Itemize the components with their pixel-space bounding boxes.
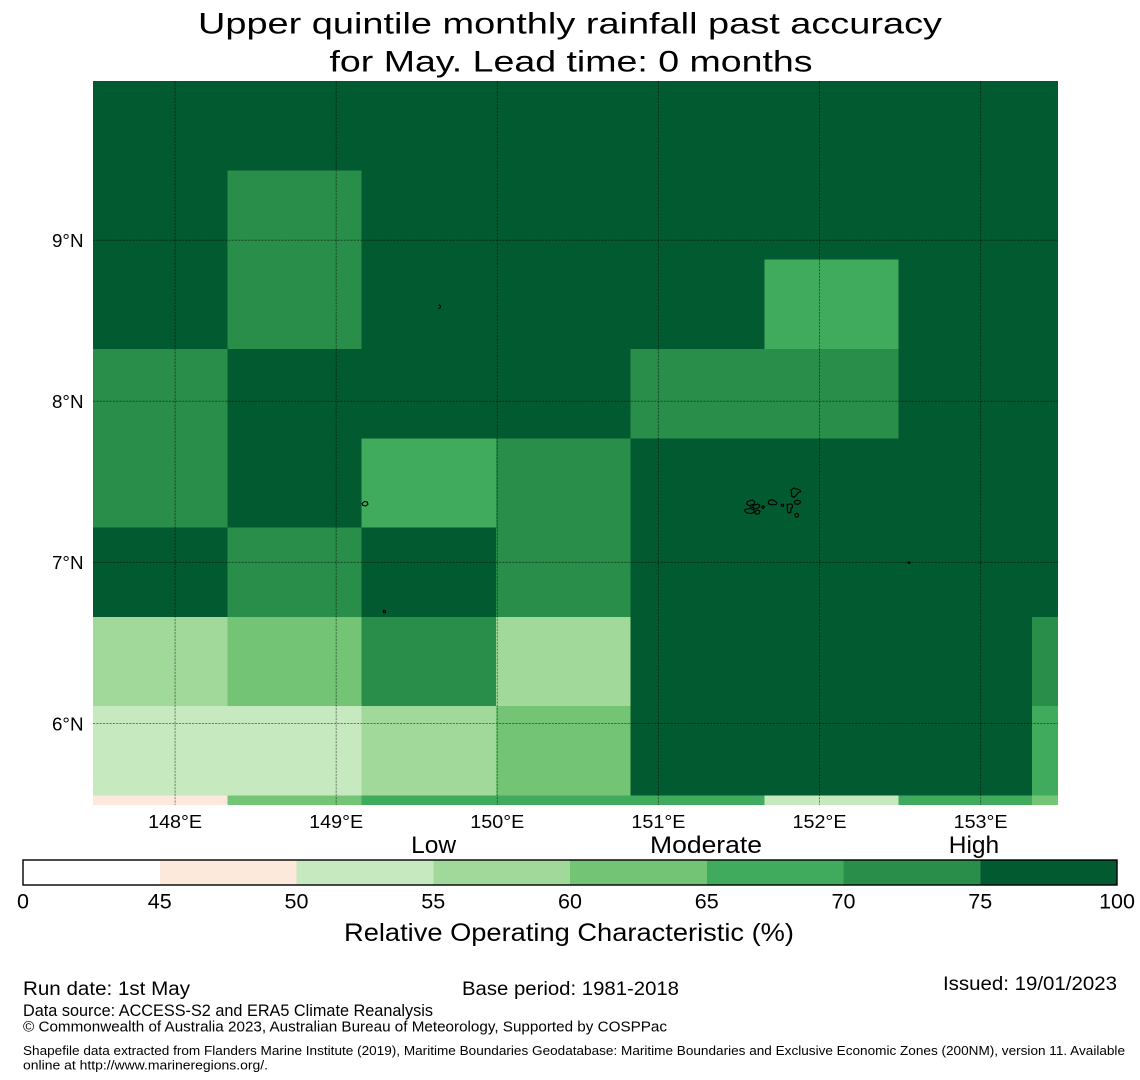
svg-text:6°N: 6°N	[52, 714, 84, 734]
svg-text:online at http://www.marinereg: online at http://www.marineregions.org/.	[23, 1058, 268, 1073]
svg-text:60: 60	[558, 890, 582, 914]
svg-text:65: 65	[695, 890, 719, 914]
svg-text:50: 50	[285, 890, 309, 914]
svg-text:Relative Operating Characteris: Relative Operating Characteristic (%)	[344, 919, 794, 947]
svg-text:© Commonwealth of Australia 20: © Commonwealth of Australia 2023, Austra…	[23, 1020, 667, 1036]
svg-text:Data source: ACCESS-S2 and ERA: Data source: ACCESS-S2 and ERA5 Climate …	[23, 1001, 433, 1020]
svg-text:for May. Lead time: 0 months: for May. Lead time: 0 months	[330, 46, 813, 79]
svg-text:70: 70	[832, 890, 856, 914]
svg-text:High: High	[949, 832, 999, 859]
svg-text:148°E: 148°E	[148, 812, 202, 832]
svg-text:Upper quintile monthly rainfal: Upper quintile monthly rainfall past acc…	[198, 8, 942, 41]
svg-text:Run date: 1st May: Run date: 1st May	[23, 978, 190, 1000]
svg-text:55: 55	[421, 890, 445, 914]
svg-text:Moderate: Moderate	[650, 832, 762, 859]
svg-text:151°E: 151°E	[631, 812, 685, 832]
svg-text:Shapefile data extracted from: Shapefile data extracted from Flanders M…	[23, 1043, 1125, 1058]
svg-text:153°E: 153°E	[954, 812, 1008, 832]
svg-text:Base period: 1981-2018: Base period: 1981-2018	[462, 978, 679, 1000]
svg-text:45: 45	[148, 890, 172, 914]
svg-text:75: 75	[968, 890, 992, 914]
svg-text:152°E: 152°E	[793, 812, 847, 832]
svg-text:9°N: 9°N	[52, 231, 84, 251]
svg-text:150°E: 150°E	[470, 812, 524, 832]
svg-text:100: 100	[1099, 890, 1135, 914]
svg-text:7°N: 7°N	[52, 553, 84, 573]
svg-text:Low: Low	[411, 832, 456, 859]
svg-text:Issued: 19/01/2023: Issued: 19/01/2023	[943, 973, 1117, 995]
svg-text:149°E: 149°E	[309, 812, 363, 832]
svg-text:8°N: 8°N	[52, 392, 84, 412]
svg-text:0: 0	[17, 890, 29, 914]
